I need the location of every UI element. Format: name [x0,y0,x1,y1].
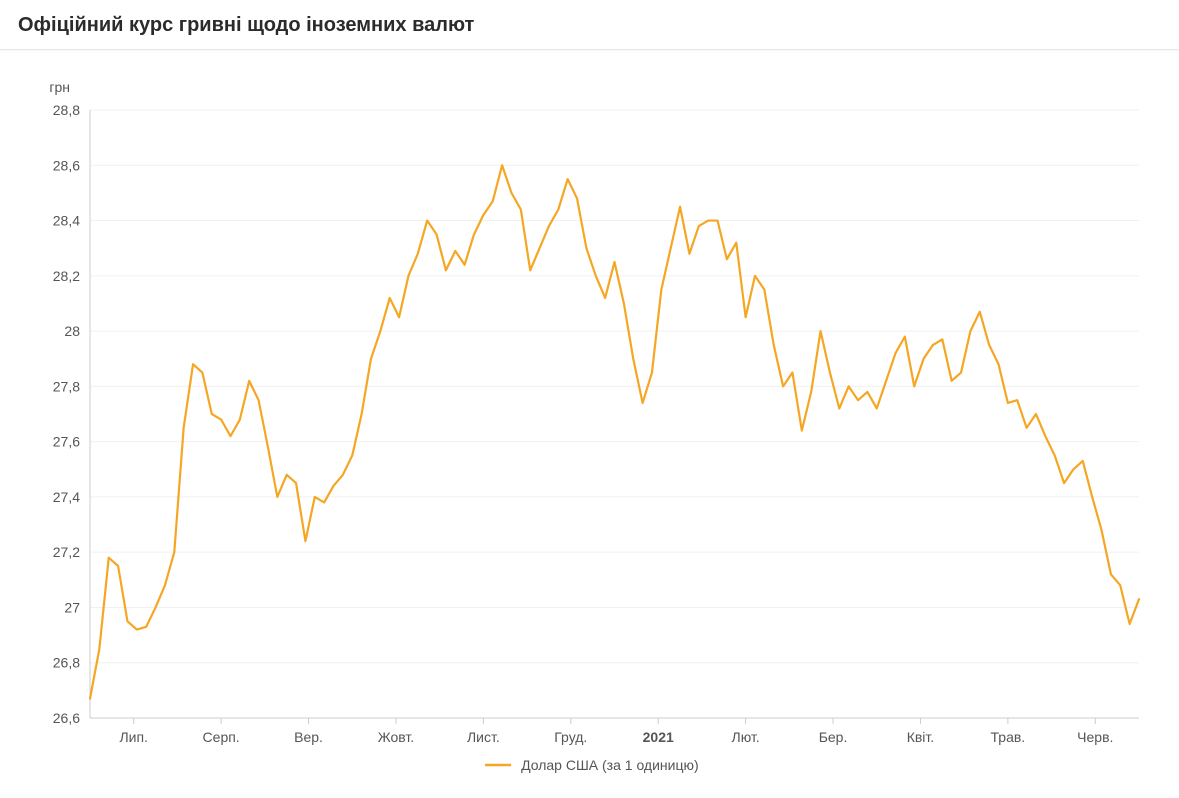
legend-label: Долар США (за 1 одиницю) [521,757,699,773]
x-tick-label: Серп. [203,729,240,745]
y-tick-label: 28,4 [53,213,80,229]
x-tick-label: Лип. [119,729,147,745]
y-tick-label: 28 [64,323,80,339]
y-tick-label: 27,8 [53,378,80,394]
y-tick-label: 28,8 [53,102,80,118]
y-tick-label: 26,6 [53,710,80,726]
x-tick-label: Вер. [294,729,323,745]
y-tick-label: 27 [64,599,80,615]
chart-container: 26,6 26,8 27 27,2 27,4 27,6 27,8 28 28,2 28,4 28,6… [0,50,1179,798]
x-tick-label: Квіт. [907,729,934,745]
x-tick-label: Бер. [819,729,848,745]
x-tick-label: Лют. [732,729,760,745]
y-tick-label: 26,8 [53,655,80,671]
x-tick-label: Лист. [467,729,500,745]
x-tick-label: Груд. [554,729,587,745]
title-bar: Офіційний курс гривні щодо іноземних вал… [0,0,1179,50]
chart-title: Офіційний курс гривні щодо іноземних вал… [18,14,1161,37]
y-tick-label: 27,6 [53,434,80,450]
x-tick-label: 2021 [643,729,674,745]
x-tick-label: Жовт. [378,729,414,745]
plot-bg [20,70,1159,788]
y-unit-label: грн [49,79,70,95]
y-tick-label: 27,2 [53,544,80,560]
line-chart: 26,6 26,8 27 27,2 27,4 27,6 27,8 28 28,2 28,4 28,6… [20,70,1159,788]
y-tick-label: 28,2 [53,268,80,284]
y-tick-label: 28,6 [53,157,80,173]
x-tick-label: Трав. [991,729,1026,745]
page-root: Офіційний курс гривні щодо іноземних вал… [0,0,1179,798]
y-tick-label: 27,4 [53,489,80,505]
x-tick-label: Черв. [1077,729,1113,745]
